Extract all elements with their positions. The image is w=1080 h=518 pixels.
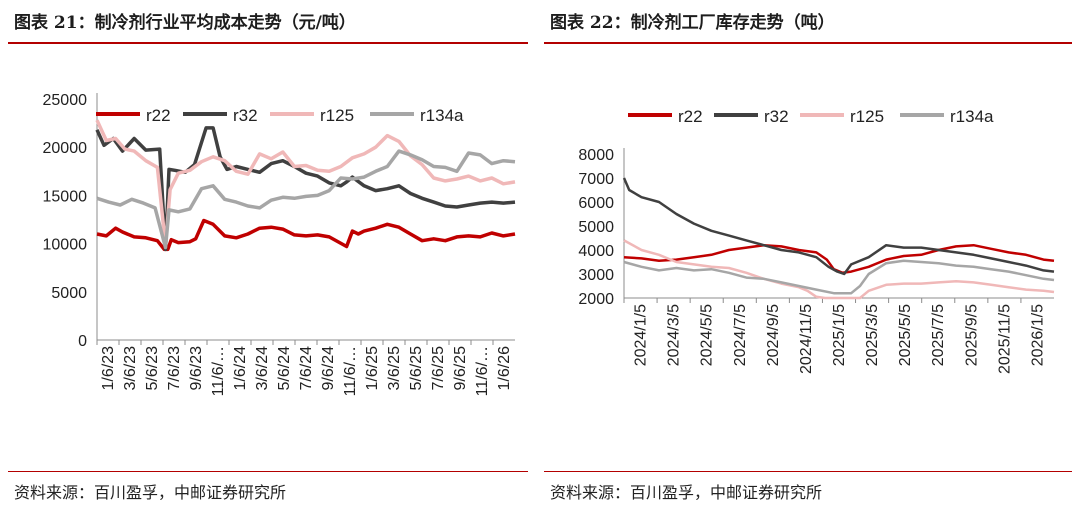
chart-title: 图表 21：制冷剂行业平均成本走势（元/吨） — [14, 13, 356, 33]
x-tick-label: 2024/1/5 — [633, 304, 650, 366]
x-tick-label: 5/6/25 — [408, 346, 425, 391]
y-tick-label: 5000 — [51, 285, 87, 302]
x-tick-label: 2025/11/5 — [996, 304, 1013, 374]
y-tick-label: 25000 — [43, 92, 88, 109]
inventory-line-chart: 2000 3000 4000 5000 6000 7000 8000 2024/1/5 2024… — [578, 107, 1055, 374]
y-tick-label: 7000 — [578, 171, 614, 188]
title-divider — [544, 42, 1072, 44]
series-line-r125 — [623, 239, 1055, 300]
x-tick-label: 3/6/23 — [122, 346, 139, 391]
title-divider — [8, 42, 528, 44]
x-tick-label: 2024/5/5 — [699, 304, 716, 366]
chart-title: 图表 22：制冷剂工厂库存走势（吨） — [550, 13, 835, 33]
legend-label: r32 — [233, 106, 258, 125]
legend-label: r134a — [420, 106, 464, 125]
x-tick-label: 7/6/25 — [430, 346, 447, 391]
x-tick-label: 7/6/23 — [166, 346, 183, 391]
x-tick-label: 2025/1/5 — [831, 304, 848, 366]
y-tick-label: 20000 — [43, 140, 88, 157]
x-tick-label: 5/6/24 — [276, 346, 293, 391]
legend-label: r125 — [850, 107, 884, 126]
x-tick-label: 11/6/… — [474, 346, 491, 396]
y-tick-label: 8000 — [578, 147, 614, 164]
y-tick-label: 15000 — [43, 188, 88, 205]
cost-line-chart: 0 5000 10000 15000 20000 25000 1/6/23 3/6/23 5/6… — [43, 92, 516, 396]
x-tick-label: 2025/5/5 — [897, 304, 914, 366]
x-tick-label: 9/6/23 — [188, 346, 205, 391]
x-tick-label: 3/6/25 — [386, 346, 403, 391]
x-tick-label: 1/6/24 — [232, 346, 249, 391]
x-tick-label: 5/6/23 — [144, 346, 161, 391]
x-tick-label: 9/6/25 — [452, 346, 469, 391]
y-tick-label: 0 — [78, 333, 87, 350]
source-divider — [544, 471, 1072, 472]
x-tick-label: 7/6/24 — [298, 346, 315, 391]
x-tick-label: 2024/7/5 — [732, 304, 749, 366]
x-tick-label: 1/6/26 — [496, 346, 513, 391]
x-tick-label: 2024/9/5 — [765, 304, 782, 366]
x-tick-label: 3/6/24 — [254, 346, 271, 391]
series-line-r125 — [95, 119, 516, 248]
source-note: 资料来源：百川盈孚，中邮证券研究所 — [14, 483, 287, 502]
y-tick-label: 6000 — [578, 195, 614, 212]
y-tick-label: 10000 — [43, 237, 88, 254]
x-tick-label: 1/6/25 — [364, 346, 381, 391]
legend-label: r134a — [950, 107, 994, 126]
legend-label: r22 — [678, 107, 703, 126]
source-note: 资料来源：百川盈孚，中邮证券研究所 — [550, 483, 823, 502]
x-tick-label: 2024/3/5 — [666, 304, 683, 366]
x-tick-label: 2025/3/5 — [864, 304, 881, 366]
series-line-r134a — [623, 259, 1055, 295]
y-tick-label: 3000 — [578, 267, 614, 284]
source-divider — [8, 471, 528, 472]
x-tick-label: 2025/7/5 — [930, 304, 947, 366]
y-tick-label: 5000 — [578, 219, 614, 236]
x-tick-label: 2026/1/5 — [1029, 304, 1046, 366]
series-line-r32 — [622, 177, 1055, 276]
panel-cost-trend: 图表 21：制冷剂行业平均成本走势（元/吨） 0 5000 10000 15000 20… — [0, 0, 536, 518]
x-tick-label: 11/6/… — [342, 346, 359, 396]
x-tick-label: 2025/9/5 — [963, 304, 980, 366]
x-tick-label: 11/6/… — [210, 346, 227, 396]
x-tick-label: 9/6/24 — [320, 346, 337, 391]
legend-label: r125 — [320, 106, 354, 125]
legend-label: r22 — [146, 106, 171, 125]
series-line-r22 — [96, 218, 516, 252]
x-tick-label: 2024/11/5 — [798, 304, 815, 374]
y-tick-label: 4000 — [578, 243, 614, 260]
x-tick-label: 1/6/23 — [100, 346, 117, 391]
panel-inventory-trend: 图表 22：制冷剂工厂库存走势（吨） 2000 3000 4000 5000 6000 7… — [536, 0, 1080, 518]
y-tick-label: 2000 — [578, 291, 614, 308]
legend-label: r32 — [764, 107, 789, 126]
series-line-r134a — [96, 149, 516, 250]
